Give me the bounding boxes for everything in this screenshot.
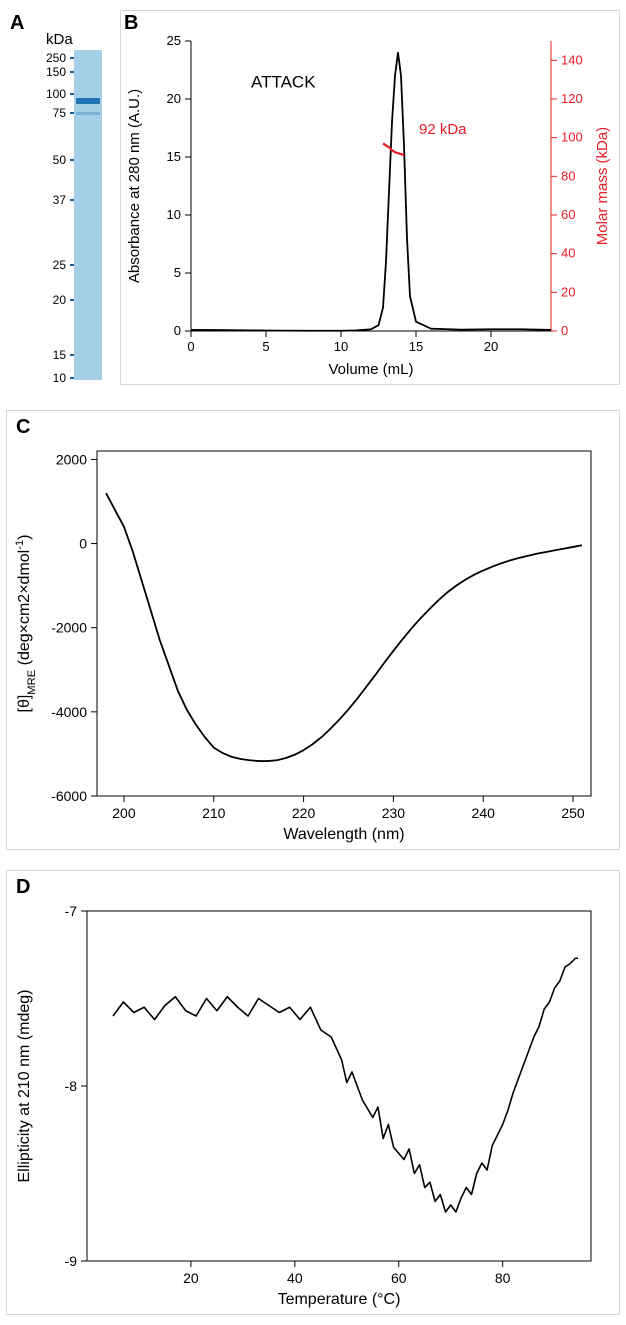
svg-text:240: 240 <box>472 805 496 821</box>
svg-text:200: 200 <box>112 805 136 821</box>
svg-text:10: 10 <box>53 371 67 385</box>
svg-text:120: 120 <box>561 91 583 106</box>
svg-text:0: 0 <box>174 323 181 338</box>
svg-text:10: 10 <box>167 207 181 222</box>
svg-text:140: 140 <box>561 52 583 67</box>
svg-text:-2000: -2000 <box>51 620 87 636</box>
panel-a-label: A <box>10 12 24 35</box>
svg-text:[θ]MRE (deg×cm2×dmol-1): [θ]MRE (deg×cm2×dmol-1) <box>14 534 38 712</box>
svg-text:80: 80 <box>561 168 575 183</box>
svg-text:20: 20 <box>484 339 498 354</box>
svg-text:40: 40 <box>561 246 575 261</box>
svg-text:40: 40 <box>287 1270 303 1286</box>
svg-text:kDa: kDa <box>46 31 73 48</box>
svg-text:Ellipticity at 210 nm (mdeg): Ellipticity at 210 nm (mdeg) <box>16 990 33 1183</box>
panel-d-label: D <box>16 876 30 899</box>
svg-text:2000: 2000 <box>56 451 87 467</box>
svg-text:210: 210 <box>202 805 226 821</box>
panel-b: 0 5 10 15 20 0 5 10 15 20 25 0 20 40 60 80 100 120 140 Volu… <box>120 10 620 385</box>
svg-text:50: 50 <box>53 153 67 167</box>
svg-text:0: 0 <box>561 323 568 338</box>
svg-text:80: 80 <box>495 1270 511 1286</box>
svg-text:15: 15 <box>167 149 181 164</box>
svg-text:20: 20 <box>561 284 575 299</box>
svg-text:100: 100 <box>46 87 66 101</box>
svg-text:75: 75 <box>53 106 67 120</box>
svg-text:250: 250 <box>561 805 585 821</box>
svg-text:150: 150 <box>46 65 66 79</box>
svg-text:5: 5 <box>262 339 269 354</box>
svg-text:Temperature (°C): Temperature (°C) <box>278 1291 401 1308</box>
svg-text:Molar mass (kDa): Molar mass (kDa) <box>594 127 611 245</box>
svg-text:20: 20 <box>53 293 67 307</box>
panel-d: 20 40 60 80 -9 -8 -7 Temperature (°C) Ellipticit… <box>6 870 620 1315</box>
svg-text:60: 60 <box>561 207 575 222</box>
panel-b-label: B <box>124 12 138 35</box>
svg-text:ATTACK: ATTACK <box>251 72 316 91</box>
svg-text:25: 25 <box>167 33 181 48</box>
svg-text:-7: -7 <box>65 903 78 919</box>
svg-text:-6000: -6000 <box>51 788 87 804</box>
svg-text:20: 20 <box>183 1270 199 1286</box>
svg-text:-4000: -4000 <box>51 704 87 720</box>
svg-text:10: 10 <box>334 339 348 354</box>
panel-c-label: C <box>16 416 30 439</box>
svg-text:60: 60 <box>391 1270 407 1286</box>
svg-text:37: 37 <box>53 193 67 207</box>
svg-text:220: 220 <box>292 805 316 821</box>
svg-text:-9: -9 <box>65 1253 78 1269</box>
svg-text:230: 230 <box>382 805 406 821</box>
svg-text:Volume (mL): Volume (mL) <box>328 361 413 378</box>
panel-c: 200 210 220 230 240 250 -6000 -4000 -2000 0 2000 Wa… <box>6 410 620 850</box>
svg-text:25: 25 <box>53 258 67 272</box>
svg-text:0: 0 <box>187 339 194 354</box>
svg-text:5: 5 <box>174 265 181 280</box>
svg-text:-8: -8 <box>65 1078 78 1094</box>
svg-text:100: 100 <box>561 130 583 145</box>
svg-text:250: 250 <box>46 51 66 65</box>
panel-a: kDa 250150 100 75 50 37 25 20 15 10 <box>6 10 111 385</box>
svg-text:15: 15 <box>409 339 423 354</box>
svg-text:15: 15 <box>53 348 67 362</box>
figure-root: kDa25015010075503725201510 A 05101520051… <box>0 0 626 1325</box>
svg-text:Absorbance at 280 nm (A.U.): Absorbance at 280 nm (A.U.) <box>126 89 143 283</box>
svg-text:92 kDa: 92 kDa <box>419 121 467 138</box>
svg-text:0: 0 <box>79 536 87 552</box>
svg-text:Wavelength (nm): Wavelength (nm) <box>283 826 404 843</box>
svg-text:20: 20 <box>167 91 181 106</box>
